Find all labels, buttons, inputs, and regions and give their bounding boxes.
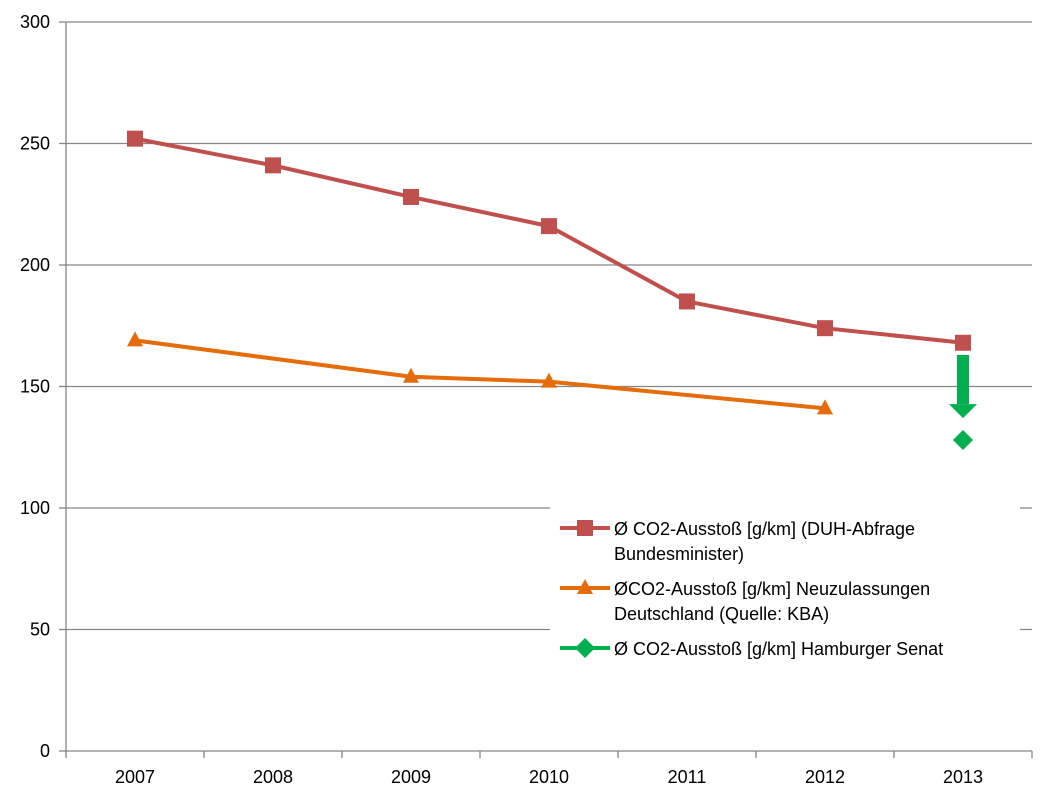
legend-label: Deutschland (Quelle: KBA) xyxy=(614,604,829,624)
legend: Ø CO2-Ausstoß [g/km] (DUH-Abfrage Bundesm… xyxy=(550,497,1020,675)
x-tick-label: 2010 xyxy=(529,767,569,787)
data-point-series-2-2012 xyxy=(817,399,833,415)
annotations xyxy=(949,354,977,419)
legend-swatch-marker xyxy=(575,638,595,658)
y-tick-label: 150 xyxy=(20,377,50,397)
data-point-series-1-2009 xyxy=(403,188,419,205)
data-point-series-1-2011 xyxy=(679,293,695,310)
y-tick-label: 300 xyxy=(20,12,50,32)
legend-label: Ø CO2-Ausstoß [g/km] (DUH-Abfrage xyxy=(614,519,915,539)
legend-label: ØCO2-Ausstoß [g/km] Neuzulassungen xyxy=(614,579,930,599)
data-point-series-2-2009 xyxy=(403,367,419,383)
axes: 0 50 100 150 200 250 300 2007 2008 2009 2010 2011 20… xyxy=(20,12,1033,787)
data-point-series-2-2007 xyxy=(127,331,143,347)
data-point-series-1-2008 xyxy=(265,157,281,174)
down-arrow-icon xyxy=(949,404,977,419)
legend-entry-1: Ø CO2-Ausstoß [g/km] (DUH-Abfrage Bundesm… xyxy=(560,519,915,564)
x-tick-label: 2012 xyxy=(805,767,845,787)
x-tick-label: 2013 xyxy=(943,767,983,787)
legend-label: Bundesminister) xyxy=(614,544,744,564)
data-point-series-2-2010 xyxy=(541,372,557,388)
series-lines xyxy=(127,130,973,450)
y-tick-label: 0 xyxy=(40,741,50,761)
legend-entry-2: ØCO2-Ausstoß [g/km] Neuzulassungen Deutsc… xyxy=(560,579,930,624)
x-tick-label: 2007 xyxy=(115,767,155,787)
data-point-series-1-2012 xyxy=(817,320,833,337)
y-tick-label: 50 xyxy=(30,620,50,640)
legend-label: Ø CO2-Ausstoß [g/km] Hamburger Senat xyxy=(614,639,943,659)
y-tick-label: 200 xyxy=(20,255,50,275)
data-point-series-1-2007 xyxy=(127,130,143,147)
data-point-series-1-2013 xyxy=(955,334,971,351)
data-point-series-1-2010 xyxy=(541,218,557,235)
series-line-1 xyxy=(134,136,964,345)
x-tick-label: 2008 xyxy=(253,767,293,787)
x-tick-label: 2011 xyxy=(668,767,707,787)
legend-swatch-marker xyxy=(577,520,593,536)
legend-entry-3: Ø CO2-Ausstoß [g/km] Hamburger Senat xyxy=(560,638,943,659)
series-line-2 xyxy=(134,338,826,411)
down-arrow-shaft xyxy=(957,354,969,405)
data-point-series-3-2013 xyxy=(953,429,973,450)
legend-background xyxy=(550,497,1020,675)
x-tick-label: 2009 xyxy=(391,767,431,787)
y-tick-label: 100 xyxy=(20,498,50,518)
legend-swatch-marker xyxy=(577,579,593,594)
y-tick-label: 250 xyxy=(20,134,50,154)
